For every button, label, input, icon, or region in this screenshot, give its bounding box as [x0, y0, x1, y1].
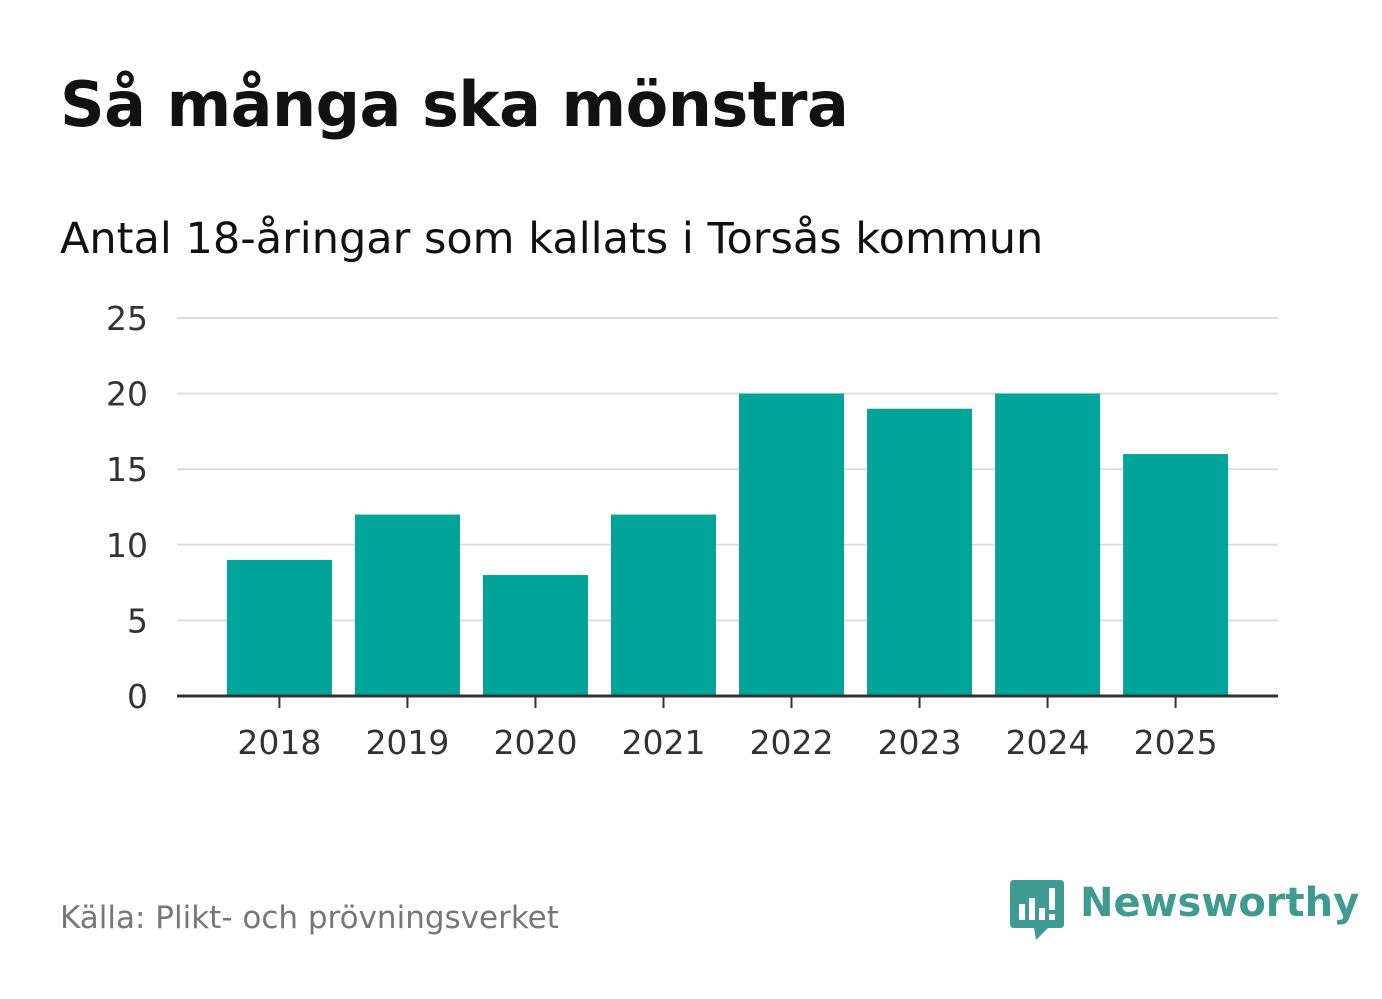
x-tick-label: 2025 — [1134, 723, 1218, 762]
x-tick-label: 2022 — [750, 723, 834, 762]
bar-2025 — [1123, 454, 1229, 696]
axes — [177, 694, 1278, 708]
brand-name: Newsworthy — [1080, 880, 1360, 926]
bar-2020 — [482, 575, 588, 696]
x-tick-label: 2020 — [493, 723, 577, 762]
x-tick-label: 2024 — [1006, 723, 1090, 762]
chart-title: Så många ska mönstra — [60, 68, 849, 141]
y-tick-label: 10 — [106, 526, 148, 565]
bars — [226, 393, 1229, 696]
chart-subtitle: Antal 18-åringar som kallats i Torsås ko… — [60, 214, 1044, 264]
newsworthy-logo-icon — [1010, 880, 1064, 940]
source-note: Källa: Plikt- och prövningsverket — [60, 900, 559, 936]
bar-2023 — [867, 408, 973, 696]
bar-2022 — [739, 393, 845, 696]
y-tick-label: 0 — [127, 677, 148, 716]
x-tick-label: 2021 — [621, 723, 705, 762]
bar-2018 — [226, 559, 332, 696]
bar-2019 — [354, 514, 460, 696]
y-tick-label: 20 — [106, 375, 148, 414]
bar-2024 — [995, 393, 1101, 696]
newsworthy-logo[interactable]: Newsworthy — [1010, 878, 1359, 942]
grid-lines — [177, 317, 1278, 622]
y-tick-label: 15 — [106, 450, 148, 489]
y-tick-label: 5 — [127, 601, 148, 640]
x-tick-label: 2023 — [878, 723, 962, 762]
y-tick-label: 25 — [106, 299, 148, 338]
x-tick-label: 2019 — [365, 723, 449, 762]
x-tick-label: 2018 — [237, 723, 321, 762]
bar-2021 — [610, 514, 716, 696]
